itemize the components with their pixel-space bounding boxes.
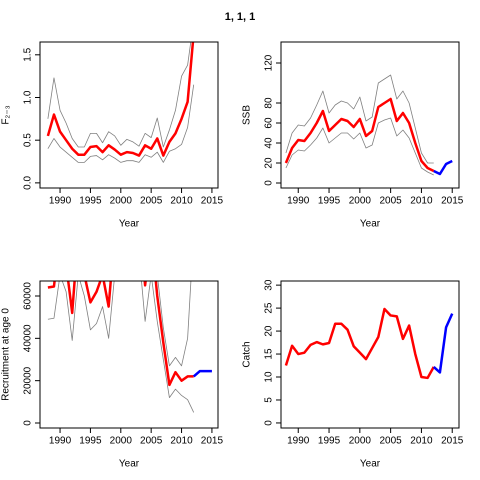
y-tick-label: 15 [264,348,275,360]
y-tick-label: 20 [264,325,275,337]
x-axis-label: Year [119,219,140,230]
y-tick-label: 20 [264,157,275,169]
series-line [192,369,212,378]
series-line [285,74,434,164]
series-line [284,307,435,380]
panel: 1990 1995 2000 2005 2010 2015 0 20000 40000 60000… [1,280,224,470]
y-tick-label: 25 [264,302,275,314]
lines [46,42,195,163]
series-line [47,84,195,163]
series-line [284,97,435,173]
y-tick-label: 80 [264,97,275,109]
y-tick-label: 1.5 [23,47,34,61]
lines [284,74,453,176]
series-line [47,281,194,387]
series-line [47,42,192,148]
y-axis-label: Catch [242,341,253,367]
x-tick-label: 1990 [49,436,72,447]
y-tick-label: 40 [264,137,275,149]
x-tick-label: 1990 [287,436,310,447]
x-tick-label: 2000 [110,196,133,207]
x-tick-label: 2000 [110,436,133,447]
y-tick-label: 0 [264,420,275,426]
y-tick-label: 1.0 [23,90,34,104]
x-tick-label: 2010 [170,436,193,447]
x-tick-label: 1995 [79,196,102,207]
series-line [47,281,195,413]
panel: 1990 1995 2000 2005 2010 2015 0 5 10 15 20 25 30 Year… [242,279,464,470]
y-tick-label: 20000 [23,366,34,394]
x-tick-label: 1995 [318,436,341,447]
y-axis-label: Recruitment at age 0 [1,308,12,401]
y-tick-label: 60000 [23,282,34,310]
lines [47,281,212,413]
series-line [433,159,453,176]
x-tick-label: 1995 [79,436,102,447]
y-tick-label: 30 [264,279,275,291]
x-tick-label: 2015 [441,436,464,447]
series-line [46,42,195,157]
plot-frame [39,41,219,189]
panel: 1990 1995 2000 2005 2010 2015 0 20 40 60 80 120 Year… [242,41,464,230]
series-line [432,313,454,374]
x-tick-label: 2005 [140,196,163,207]
y-axis-label: F₂₋₃ [1,105,12,124]
x-tick-label: 2010 [410,436,433,447]
panel: 1990 1995 2000 2005 2010 2015 0.0 0.5 1.0 1.5 Year… [1,41,224,230]
plot-frame [39,280,219,429]
y-tick-label: 5 [264,397,275,403]
x-tick-label: 2015 [201,436,224,447]
y-tick-label: 0.5 [23,133,34,147]
y-tick-label: 0.0 [23,175,34,189]
x-axis-label: Year [360,219,381,230]
x-tick-label: 1995 [318,196,341,207]
plot-frame [280,41,460,189]
series-line [285,117,434,176]
x-tick-label: 2015 [201,196,224,207]
y-tick-label: 40000 [23,324,34,352]
x-tick-label: 2010 [170,196,193,207]
figure-title: 1, 1, 1 [225,11,256,23]
x-axis-label: Year [360,459,381,470]
y-tick-label: 120 [264,54,275,71]
x-tick-label: 1990 [287,196,310,207]
y-tick-label: 60 [264,117,275,129]
series-line [157,281,192,367]
x-tick-label: 2000 [349,196,372,207]
x-tick-label: 2015 [441,196,464,207]
x-tick-label: 2005 [380,196,403,207]
x-axis-label: Year [119,459,140,470]
x-tick-label: 2005 [140,436,163,447]
y-axis-label: SSB [242,105,253,125]
y-tick-label: 10 [264,371,275,383]
x-tick-label: 2005 [380,436,403,447]
x-tick-label: 2010 [410,196,433,207]
x-tick-label: 1990 [49,196,72,207]
lines [284,307,454,380]
y-tick-label: 0 [23,420,34,426]
y-tick-label: 0 [264,180,275,186]
x-tick-label: 2000 [349,436,372,447]
